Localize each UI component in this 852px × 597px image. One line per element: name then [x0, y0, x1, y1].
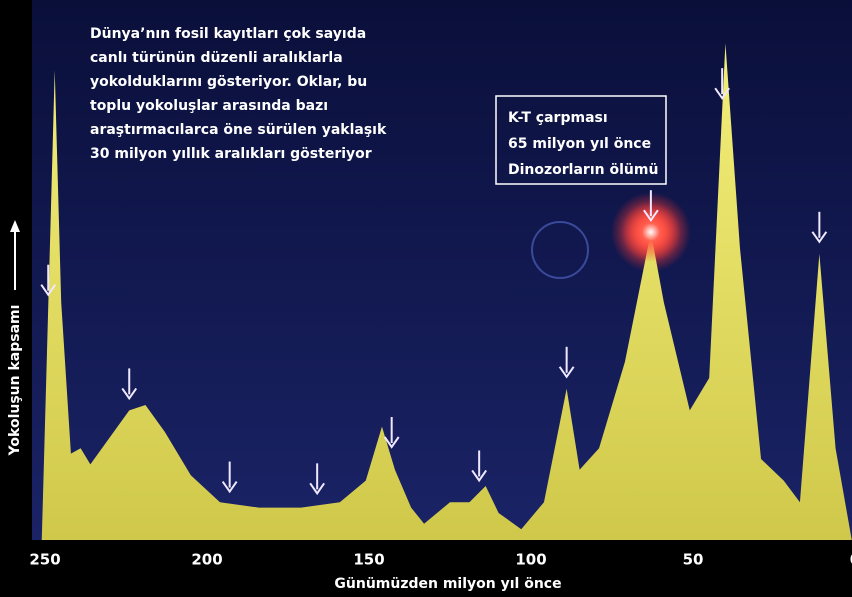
x-tick-label: 250 [29, 551, 60, 569]
annotation-line: canlı türünün düzenli aralıklarla [90, 50, 343, 66]
y-arrow-head [10, 220, 20, 232]
annotation-line: 30 milyon yıllık aralıkları gösteriyor [90, 146, 372, 162]
highlight-label: 65 milyon yıl önce [508, 136, 651, 152]
annotation-line: yokolduklarını gösteriyor. Oklar, bu [90, 74, 367, 90]
highlight-label: K-T çarpması [508, 110, 608, 126]
x-tick-label: 150 [353, 551, 384, 569]
x-tick-label: 200 [191, 551, 222, 569]
x-label: Günümüzden milyon yıl önce [334, 576, 561, 592]
x-tick-label: 50 [683, 551, 704, 569]
x-tick-label: 100 [515, 551, 546, 569]
y-label: Yokoluşun kapsamı [7, 305, 23, 457]
annotation-line: araştırmacılarca öne sürülen yaklaşık [90, 122, 387, 138]
annotation-line: toplu yokoluşlar arasında bazı [90, 98, 328, 114]
chart: Yokoluşun kapsamı Günümüzden milyon yıl … [0, 0, 852, 597]
highlight-label: Dinozorların ölümü [508, 162, 658, 178]
annotation-line: Dünya’nın fosil kayıtları çok sayıda [90, 26, 366, 42]
